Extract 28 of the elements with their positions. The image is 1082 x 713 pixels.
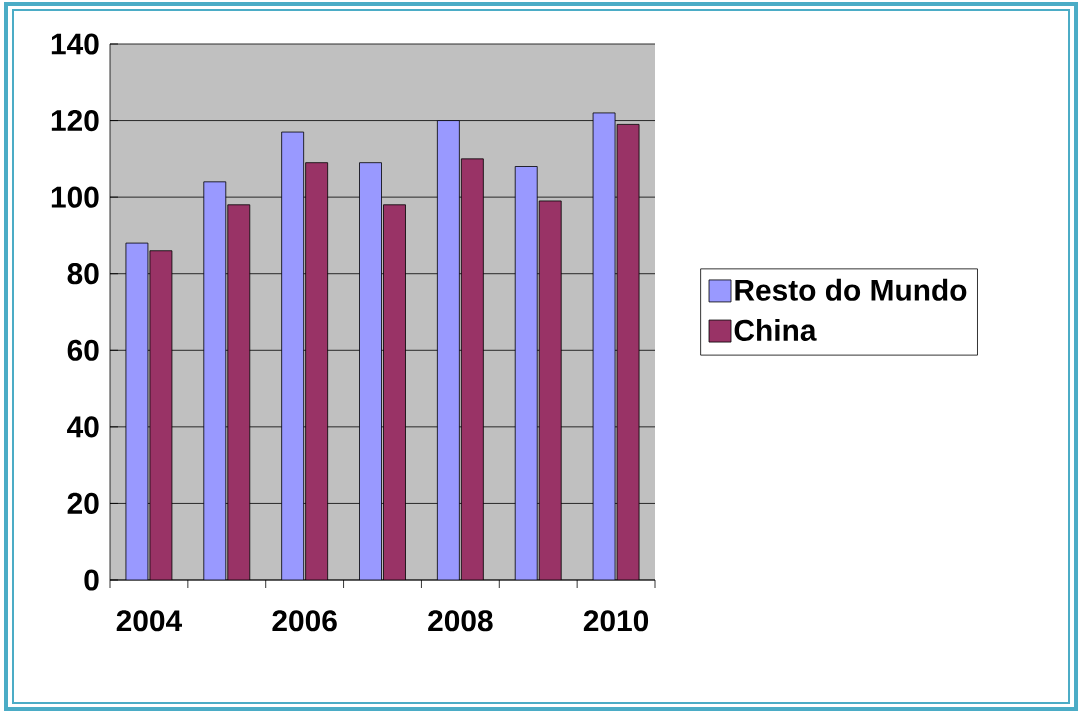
bar [460,158,484,580]
bar [149,250,173,580]
y-tick-label: 120 [51,109,99,132]
y-tick-label: 80 [67,263,99,285]
bar [305,162,329,580]
bar [436,120,460,580]
bar [125,242,149,580]
x-tick-label: 2010 [583,610,649,632]
bar [538,200,562,580]
x-tick-label: 2008 [428,610,493,632]
bar [281,131,305,580]
y-tick-label: 140 [51,33,99,55]
y-tick-label: 40 [67,416,99,438]
y-tick-label: 60 [67,339,99,361]
x-tick-label: 2006 [272,610,337,632]
bar [359,162,382,580]
legend-label: Resto do Mundo [735,278,967,301]
bar [592,112,616,580]
legend-label: China [734,318,817,341]
y-tick-label: 0 [84,569,99,591]
bar [514,166,538,580]
y-tick-label: 20 [67,492,99,515]
bar [227,204,251,580]
y-tick-label: 100 [51,186,99,208]
bar [203,181,227,580]
bar [383,204,406,580]
bar [616,123,640,580]
x-tick-label: 2004 [116,610,183,632]
